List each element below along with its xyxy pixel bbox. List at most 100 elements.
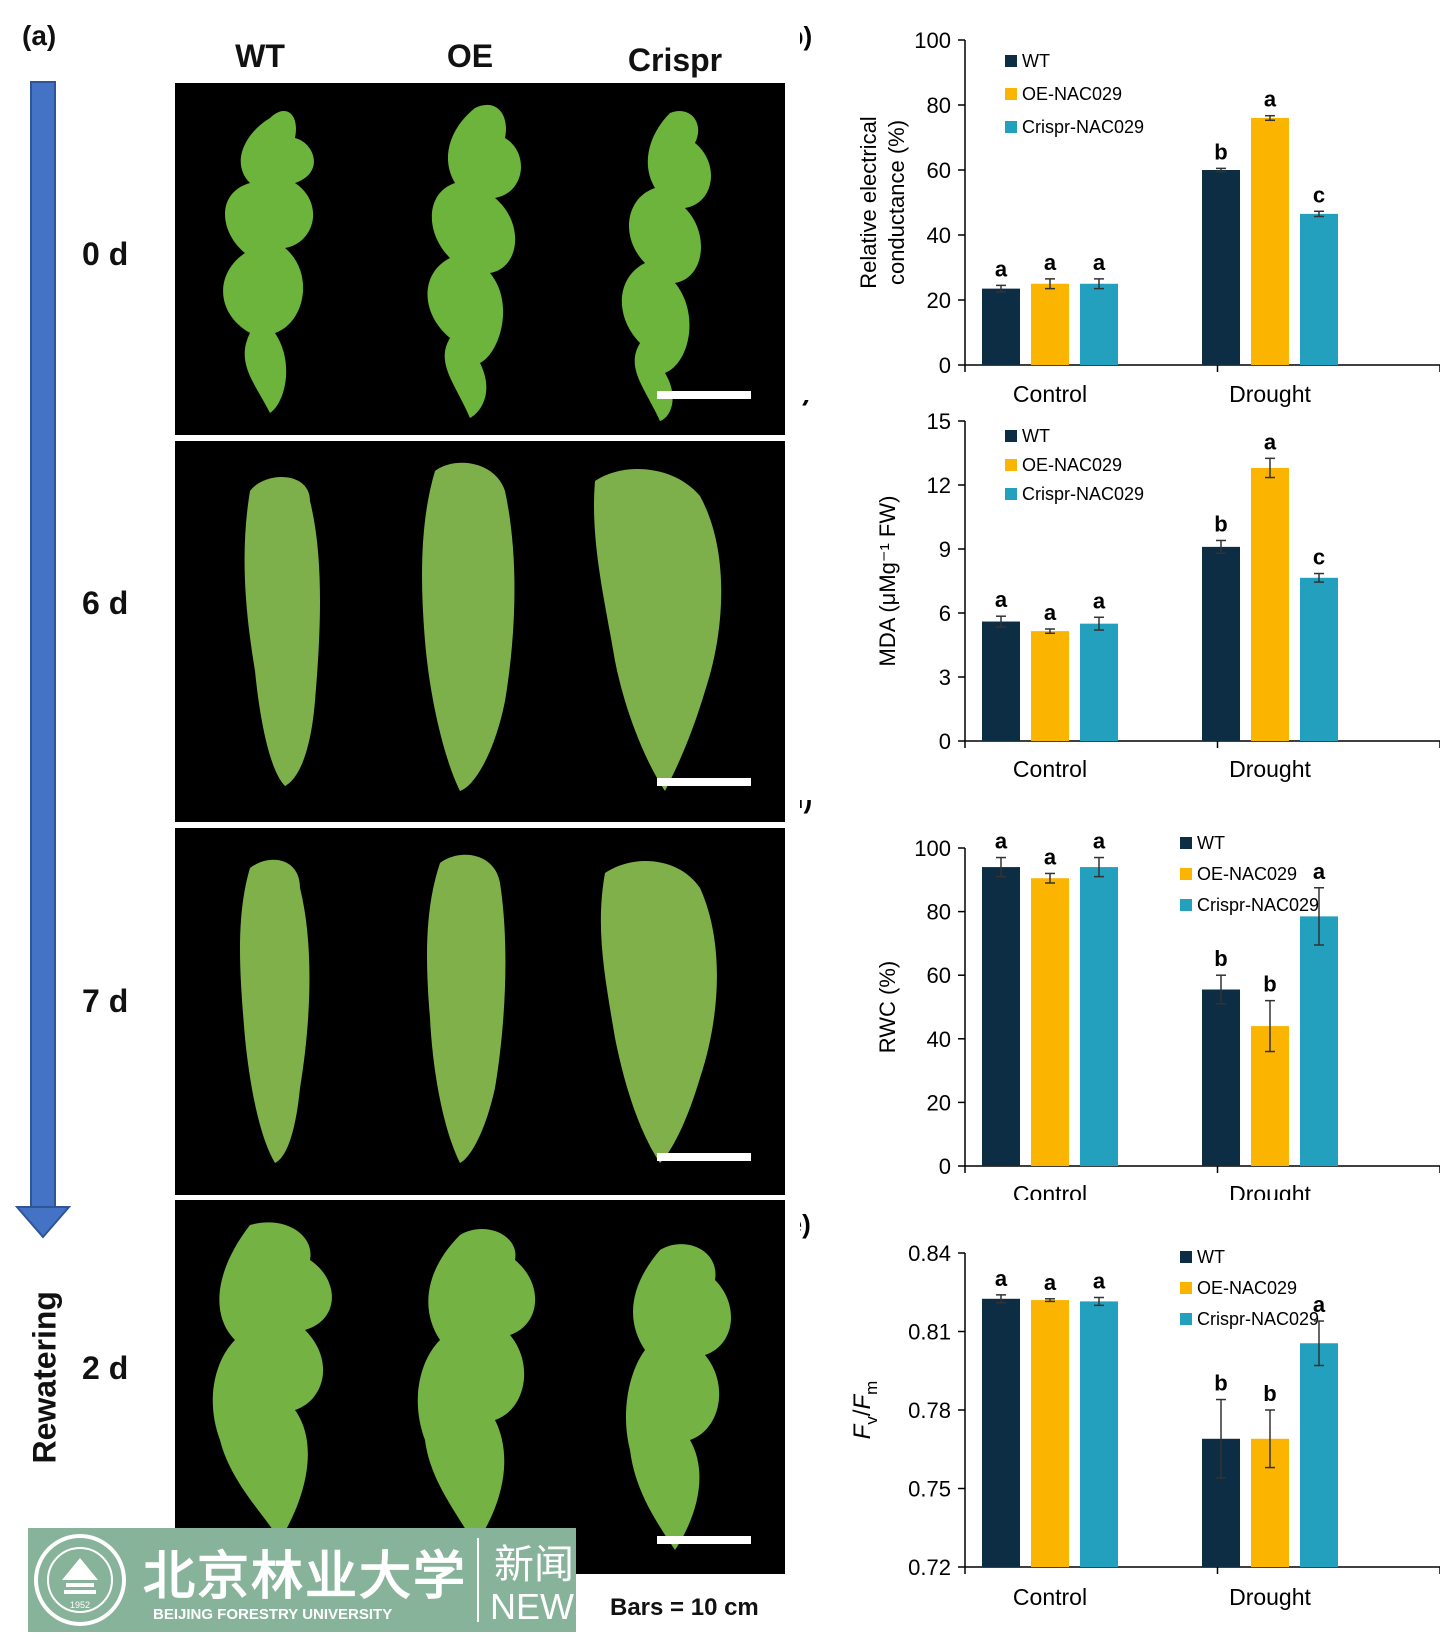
- significance-letter: b: [1263, 972, 1276, 997]
- legend-swatch: [1180, 1313, 1192, 1325]
- y-tick-label: 40: [927, 223, 951, 248]
- bar: [1202, 170, 1240, 365]
- significance-letter: b: [1263, 1381, 1276, 1406]
- panel-a-label: (a): [22, 20, 57, 51]
- day-label-7: 7 d: [82, 983, 129, 1019]
- y-axis-label: Relative electrical: [856, 116, 881, 288]
- x-category-label: Drought: [1229, 1584, 1311, 1610]
- panel-label: (e): [800, 1209, 811, 1239]
- bar: [1031, 283, 1069, 365]
- legend-label: WT: [1197, 833, 1225, 853]
- scale-bar: [657, 1153, 751, 1161]
- legend-label: OE-NAC029: [1022, 455, 1122, 475]
- bar: [1031, 878, 1069, 1166]
- legend-label: Crispr-NAC029: [1022, 484, 1144, 504]
- logo-chinese-name: 北京林业大学: [143, 1546, 468, 1607]
- significance-letter: a: [995, 1266, 1008, 1291]
- x-category-label: Drought: [1229, 1181, 1311, 1200]
- y-tick-label: 40: [927, 1027, 951, 1052]
- x-category-label: Control: [1013, 756, 1087, 782]
- y-tick-label: 0: [939, 729, 951, 754]
- bar: [1251, 467, 1289, 741]
- bar: [1202, 546, 1240, 741]
- logo-news-cn: 新闻: [494, 1543, 574, 1587]
- significance-letter: c: [1313, 545, 1325, 570]
- y-tick-label: 0.78: [908, 1398, 951, 1423]
- bar: [1202, 989, 1240, 1166]
- legend-label: OE-NAC029: [1197, 864, 1297, 884]
- plants-image-7d: [240, 854, 751, 1163]
- legend-swatch: [1180, 1251, 1192, 1263]
- y-tick-label: 0.84: [908, 1241, 951, 1266]
- legend-label: Crispr-NAC029: [1022, 117, 1144, 137]
- y-axis-label: conductance (%): [884, 120, 909, 285]
- y-tick-label: 100: [914, 28, 951, 53]
- panel-label: (c): [800, 400, 811, 406]
- panel-label: (d): [800, 800, 812, 814]
- y-tick-label: 0: [939, 1154, 951, 1179]
- chart-group: (b) 0 20 40 60 80 100 Control Drought Relative el…: [800, 21, 1440, 407]
- column-header-oe: OE: [446, 38, 494, 74]
- y-tick-label: 100: [914, 836, 951, 861]
- y-axis-label: Fv/Fm: [849, 1381, 881, 1440]
- legend-swatch: [1005, 488, 1017, 500]
- bar: [1080, 623, 1118, 741]
- scale-bar: [657, 778, 751, 786]
- legend-label: Crispr-NAC029: [1197, 895, 1319, 915]
- chart-b: (b) 0 20 40 60 80 100 Control Drought Relative el…: [800, 21, 1440, 407]
- plants-image-6d: [244, 462, 751, 791]
- significance-letter: a: [995, 587, 1008, 612]
- y-tick-label: 60: [927, 963, 951, 988]
- day-label-6: 6 d: [82, 585, 129, 621]
- bar: [1080, 867, 1118, 1166]
- chart-d: (d) 0 20 40 60 80 100 Control Drought RWC (%) WT OE…: [800, 800, 1440, 1200]
- y-tick-label: 3: [939, 665, 951, 690]
- significance-letter: a: [1044, 1270, 1057, 1295]
- significance-letter: a: [1044, 250, 1057, 275]
- x-category-label: Control: [1013, 1584, 1087, 1610]
- y-tick-label: 0.75: [908, 1477, 951, 1502]
- bar: [1300, 577, 1338, 741]
- significance-letter: b: [1214, 139, 1227, 164]
- legend-swatch: [1005, 430, 1017, 442]
- x-category-label: Drought: [1229, 381, 1311, 407]
- chart-group: (d) 0 20 40 60 80 100 Control Drought RWC (%) WT OE…: [800, 800, 1440, 1200]
- bar: [1080, 1301, 1118, 1567]
- y-tick-label: 80: [927, 900, 951, 925]
- bar: [1300, 1343, 1338, 1567]
- legend-label: OE-NAC029: [1022, 84, 1122, 104]
- scale-caption: Bars = 10 cm: [610, 1594, 759, 1621]
- y-tick-label: 0: [939, 353, 951, 378]
- significance-letter: b: [1214, 946, 1227, 971]
- chart-e: (e) 0.72 0.75 0.78 0.81 0.84 Control Drought Fv/…: [800, 1209, 1440, 1610]
- y-axis-label-part: m: [862, 1381, 881, 1395]
- y-tick-label: 9: [939, 537, 951, 562]
- y-tick-label: 20: [927, 288, 951, 313]
- y-tick-label: 80: [927, 93, 951, 118]
- y-axis-label-part: F: [849, 1423, 876, 1439]
- legend-label: WT: [1022, 51, 1050, 71]
- y-axis-label-part: F: [849, 1394, 876, 1410]
- plants-image-2d: [212, 1222, 751, 1550]
- y-tick-label: 0.81: [908, 1320, 951, 1345]
- bar: [982, 288, 1020, 365]
- legend-swatch: [1180, 868, 1192, 880]
- legend-swatch: [1005, 459, 1017, 471]
- legend-label: OE-NAC029: [1197, 1278, 1297, 1298]
- y-tick-label: 12: [927, 473, 951, 498]
- significance-letter: a: [1093, 1268, 1106, 1293]
- bar: [1031, 631, 1069, 741]
- photo-rewatering-2d: [175, 1200, 785, 1574]
- significance-letter: a: [1264, 87, 1277, 112]
- bar: [1031, 1300, 1069, 1567]
- x-category-label: Drought: [1229, 756, 1311, 782]
- rewatering-label: Rewatering: [26, 1291, 63, 1464]
- x-category-label: Control: [1013, 1181, 1087, 1200]
- significance-letter: a: [1093, 250, 1106, 275]
- significance-letter: a: [1044, 600, 1057, 625]
- significance-letter: a: [1044, 844, 1057, 869]
- significance-letter: b: [1214, 1371, 1227, 1396]
- legend-swatch: [1005, 121, 1017, 133]
- y-tick-label: 15: [927, 409, 951, 434]
- y-tick-label: 6: [939, 601, 951, 626]
